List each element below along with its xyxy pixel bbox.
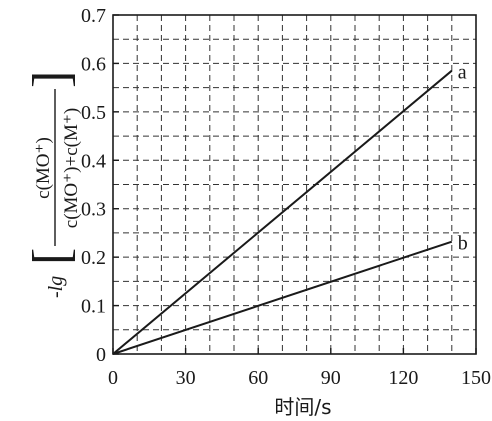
x-tick-label: 30	[176, 367, 196, 389]
x-tick-label: 120	[388, 367, 418, 389]
y-axis-prefix: -lg	[45, 276, 67, 298]
series-label-b: b	[458, 233, 468, 255]
x-tick-label: 150	[461, 367, 491, 389]
y-tick-label: 0.3	[81, 199, 106, 221]
y-tick-label: 0.2	[81, 247, 106, 269]
plot-frame	[112, 14, 477, 355]
series-line-a	[112, 69, 453, 355]
tick-labels: 0 30 60 90 120 150 0 0.1 0.2 0.3 0.4 0.5 0.6 0.7	[81, 5, 491, 389]
y-axis-denominator: c(MO⁺)+c(M⁺)	[61, 108, 82, 228]
y-tick-label: 0.7	[81, 5, 106, 27]
y-tick-label: 0	[96, 344, 106, 366]
grid	[113, 15, 476, 354]
y-tick-label: 0.6	[81, 53, 106, 75]
series-label-a: a	[458, 62, 467, 84]
x-tick-label: 0	[108, 367, 118, 389]
x-axis-title: 时间/s	[274, 395, 331, 419]
series-group: ab	[112, 62, 468, 355]
y-axis-bracket-left: [	[23, 248, 80, 265]
y-axis-title: -lg [ c(MO⁺) c(MO⁺)+c(M⁺) ]	[23, 71, 82, 298]
x-tick-label: 60	[248, 367, 268, 389]
series-line-b	[112, 240, 453, 355]
y-axis-numerator: c(MO⁺)	[33, 137, 54, 199]
y-tick-label: 0.4	[81, 150, 106, 172]
y-tick-label: 0.1	[81, 296, 106, 318]
x-tick-label: 90	[321, 367, 341, 389]
y-tick-label: 0.5	[81, 102, 106, 124]
y-axis-bracket-right: ]	[23, 71, 80, 88]
